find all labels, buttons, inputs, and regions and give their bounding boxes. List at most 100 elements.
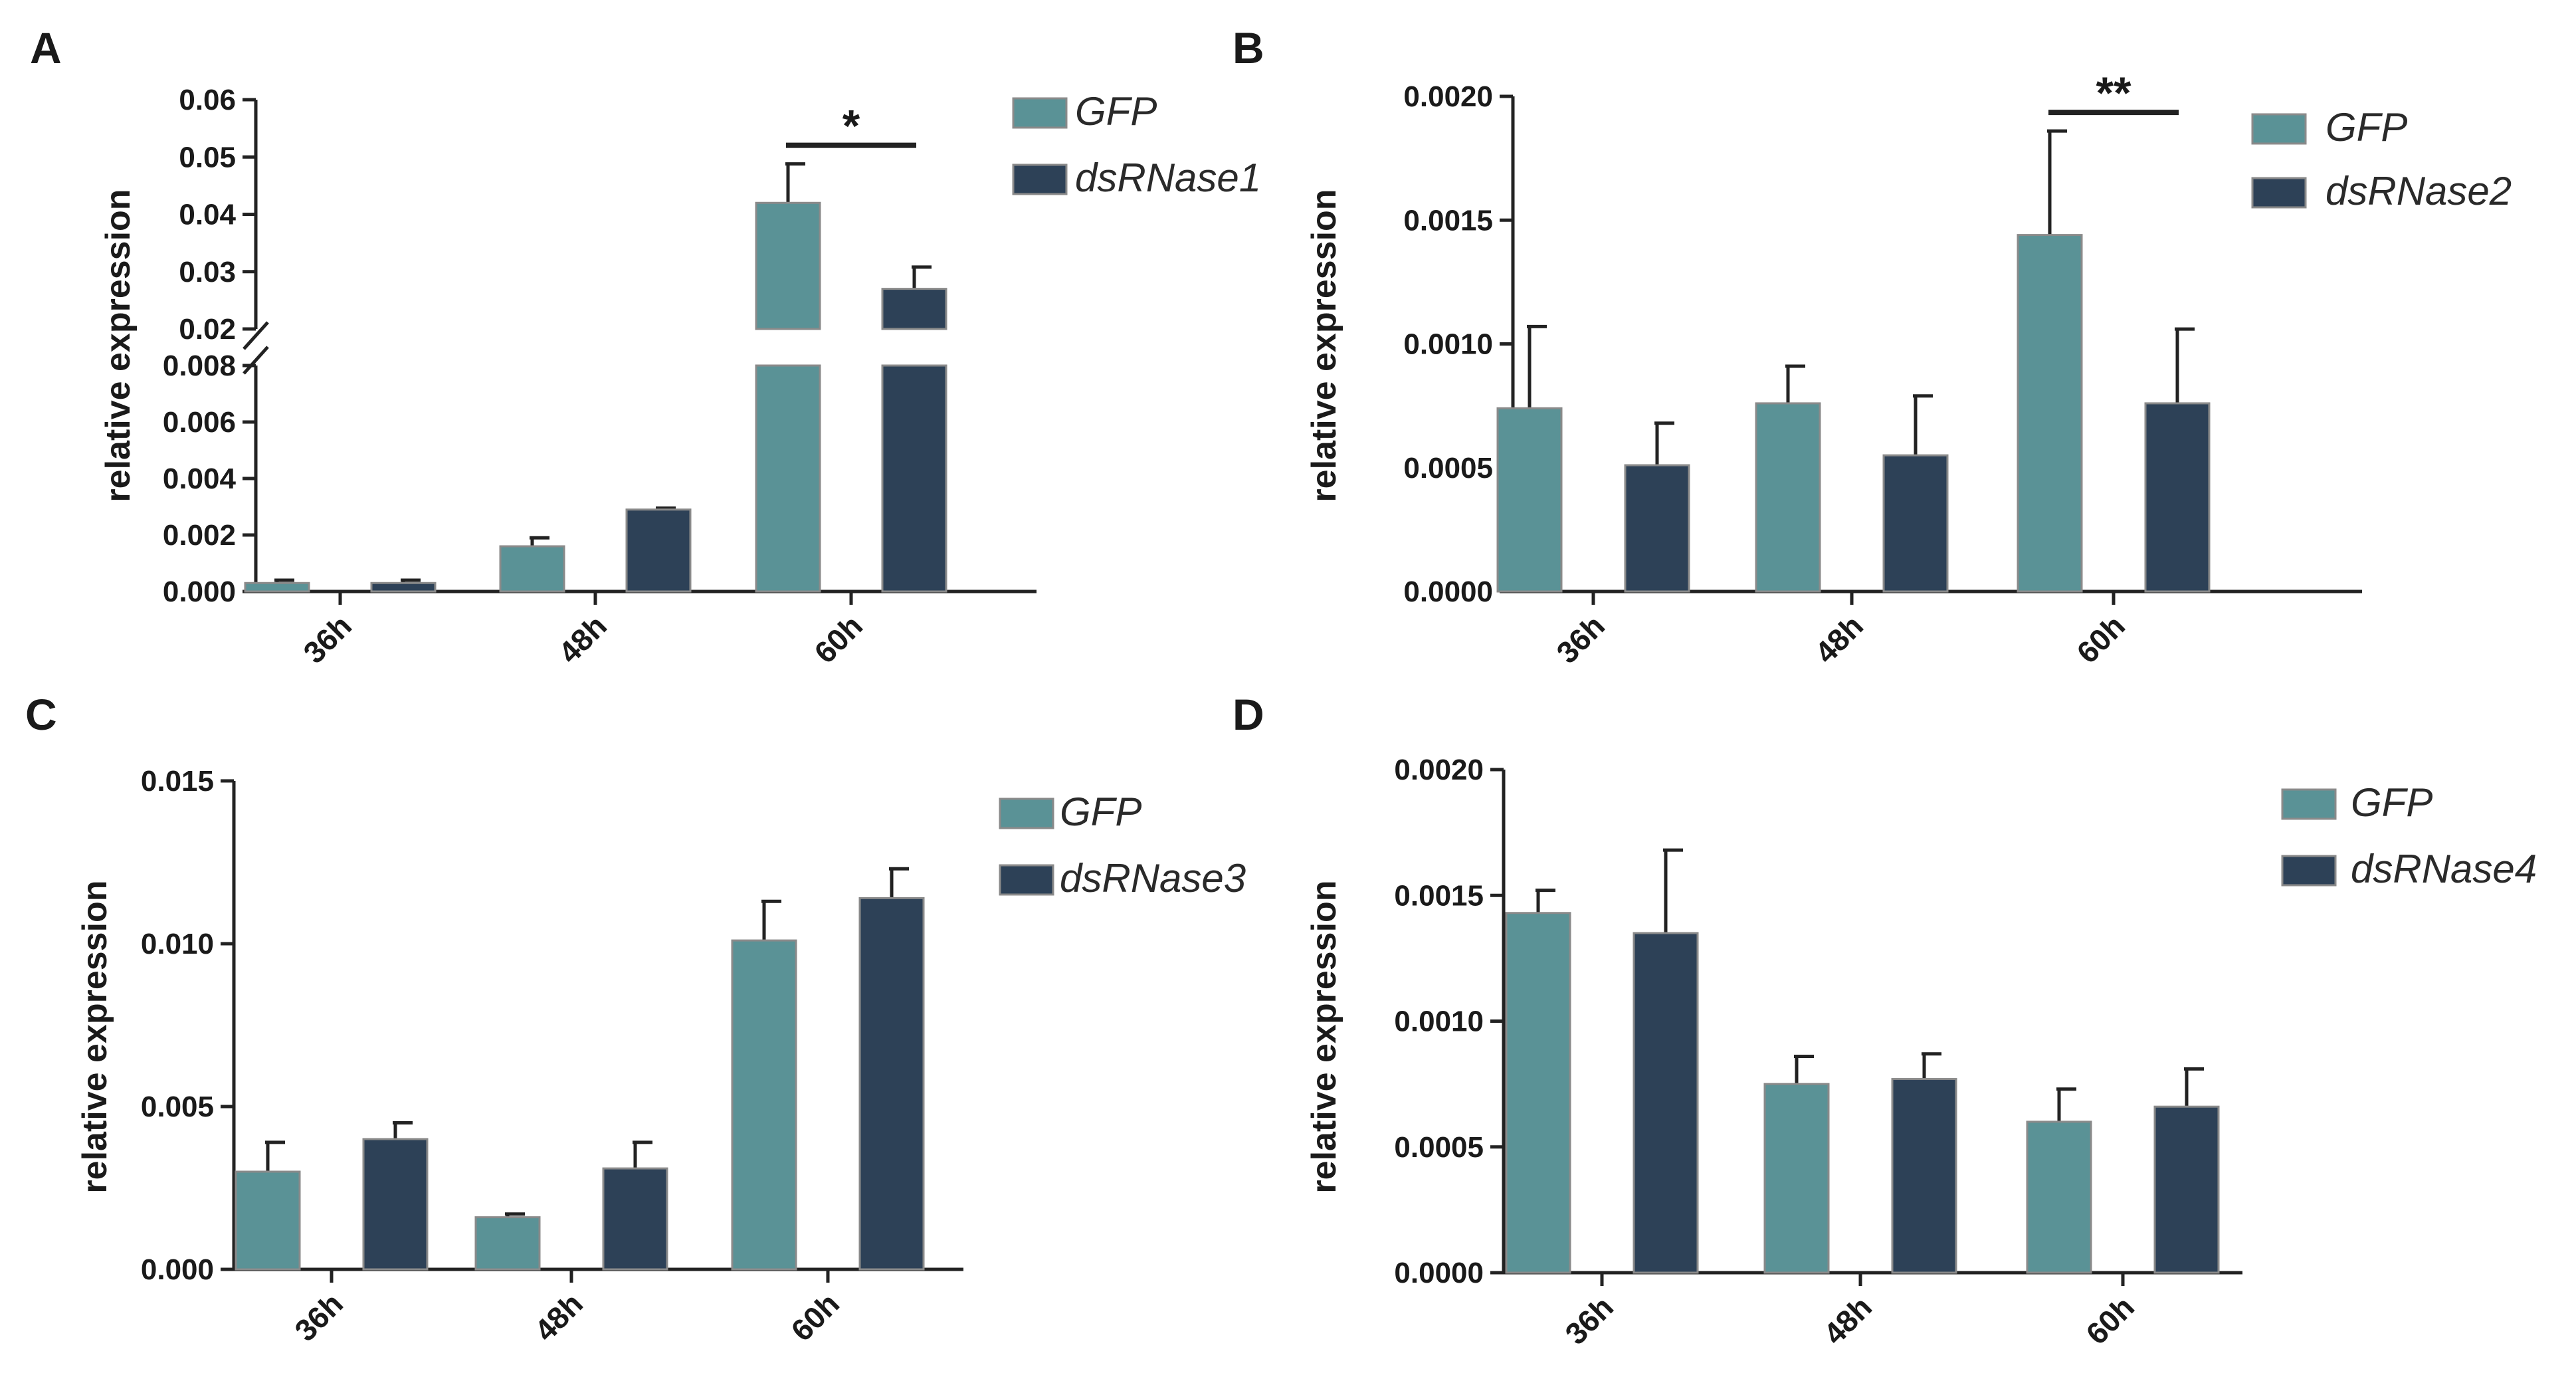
bar-dsrnase4 <box>1891 1078 1957 1274</box>
bar-group <box>1882 394 1949 593</box>
y-tick-label: 0.0000 <box>1403 576 1493 608</box>
bar-group <box>362 1121 429 1271</box>
x-tick-label: 36h <box>296 608 358 670</box>
bar-gfp <box>1763 1083 1830 1274</box>
bar-dsrnase3 <box>858 897 925 1271</box>
bar-group <box>602 1140 668 1271</box>
significance-marker: ** <box>2096 68 2131 118</box>
y-tick-label: 0.015 <box>141 765 214 798</box>
x-tick-label: 36h <box>1558 1289 1620 1351</box>
legend-label: GFP <box>2326 105 2407 150</box>
legend-label: GFP <box>1075 89 1157 134</box>
y-tick-label: 0.000 <box>141 1253 214 1286</box>
bar-group <box>2144 327 2211 593</box>
y-tick-label: 0.0020 <box>1394 754 1484 786</box>
x-tick-label: 60h <box>2079 1289 2141 1351</box>
bar-group <box>1505 889 1571 1274</box>
bar-gfp-lower <box>755 364 821 593</box>
x-tick-label: 60h <box>2070 608 2131 670</box>
legend-swatch <box>2251 177 2307 209</box>
bar-dsrnase2 <box>2144 402 2211 593</box>
panel-label: C <box>25 690 57 739</box>
y-tick-label: 0.0005 <box>1403 452 1493 484</box>
legend-label: dsRNase2 <box>2326 169 2512 213</box>
legend-swatch <box>999 798 1054 829</box>
bar-gfp <box>731 939 797 1271</box>
x-tick-label: 48h <box>1808 608 1870 670</box>
bar-group <box>1763 1054 1830 1274</box>
significance-marker: * <box>842 101 860 152</box>
legend-swatch <box>1012 97 1068 129</box>
bar-group <box>1891 1052 1957 1274</box>
bar-group <box>235 1140 301 1271</box>
legend: GFP dsRNase1 <box>1012 89 1261 200</box>
x-tick-label: 36h <box>288 1286 349 1348</box>
x-tick-label: 48h <box>528 1286 589 1348</box>
panel-label: A <box>30 23 62 72</box>
legend-label: dsRNase4 <box>2351 847 2537 891</box>
bar-dsrnase2 <box>1882 454 1949 593</box>
y-tick-label: 0.0005 <box>1394 1131 1484 1164</box>
y-tick-label: 0.03 <box>179 256 236 288</box>
bar-dsrnase2 <box>1624 464 1690 593</box>
bar-group <box>755 162 821 593</box>
x-tick-label: 36h <box>1549 608 1611 670</box>
y-tick-label: 0.02 <box>179 313 236 346</box>
legend-label: GFP <box>2351 780 2432 825</box>
y-axis-label: relative expression <box>99 189 138 502</box>
bar-group <box>1755 364 1821 593</box>
panel-label: B <box>1233 23 1264 72</box>
bar-group <box>474 1212 541 1271</box>
bar-dsrnase1 <box>370 582 437 593</box>
bar-gfp-upper <box>755 201 821 330</box>
x-tick-label: 48h <box>1817 1289 1878 1351</box>
bar-gfp <box>2017 234 2083 593</box>
legend-swatch <box>1012 163 1068 195</box>
y-tick-label: 0.002 <box>163 519 236 552</box>
y-tick-label: 0.0015 <box>1403 204 1493 237</box>
bar-group <box>1633 848 1699 1274</box>
legend-swatch <box>999 864 1054 896</box>
bar-gfp <box>1496 407 1563 593</box>
bar-group <box>858 867 925 1271</box>
y-axis-label: relative expression <box>76 880 114 1193</box>
bar-dsrnase3 <box>602 1167 668 1271</box>
bar-group <box>370 578 437 593</box>
bar-dsrnase1 <box>625 508 692 593</box>
bar-group <box>731 899 797 1271</box>
bar-group <box>2026 1087 2092 1274</box>
x-tick-label: 60h <box>784 1286 846 1348</box>
bar-dsrnase4 <box>2153 1105 2220 1274</box>
bar-dsrnase1-lower <box>881 364 947 593</box>
y-tick-label: 0.0000 <box>1394 1257 1484 1289</box>
legend: GFP dsRNase2 <box>2251 105 2512 213</box>
legend-label: dsRNase3 <box>1060 856 1246 901</box>
y-tick-label: 0.04 <box>179 199 236 231</box>
axis-break-mark <box>243 346 269 375</box>
bar-group <box>2017 129 2083 593</box>
bar-group <box>499 536 565 593</box>
y-tick-label: 0.004 <box>163 463 237 495</box>
y-axis-label: relative expression <box>1305 189 1343 502</box>
bar-group <box>625 506 692 593</box>
legend: GFP dsRNase4 <box>2281 780 2537 891</box>
y-axis-label: relative expression <box>1305 880 1343 1193</box>
bar-dsrnase4 <box>1633 932 1699 1274</box>
y-tick-label: 0.06 <box>179 84 236 116</box>
y-tick-label: 0.005 <box>141 1091 214 1123</box>
y-tick-label: 0.006 <box>163 406 236 439</box>
y-tick-label: 0.0010 <box>1394 1006 1484 1038</box>
legend-label: GFP <box>1060 790 1141 834</box>
y-tick-label: 0.000 <box>163 576 236 608</box>
y-tick-label: 0.010 <box>141 928 214 960</box>
y-tick-label: 0.0010 <box>1403 328 1493 361</box>
y-tick-label: 0.008 <box>163 350 236 382</box>
bar-gfp <box>235 1170 301 1271</box>
legend-label: dsRNase1 <box>1075 156 1261 200</box>
legend-swatch <box>2251 113 2307 145</box>
